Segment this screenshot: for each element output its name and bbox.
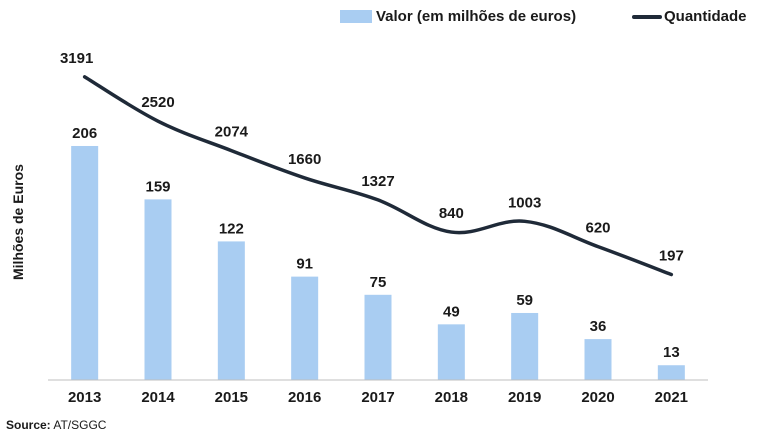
source-label: Source: [6, 418, 51, 432]
bars-layer [71, 145, 685, 380]
quantidade-line [82, 75, 674, 277]
bar-label-2019: 59 [516, 292, 533, 309]
line-label-2018: 840 [439, 205, 464, 222]
x-tick-2013: 2013 [68, 389, 101, 406]
bar-2013 [71, 145, 99, 380]
legend-label-quantidade: Quantidade [664, 8, 747, 25]
x-tick-2019: 2019 [508, 389, 541, 406]
bar-2015 [217, 241, 245, 380]
bar-label-2013: 206 [72, 125, 97, 142]
bar-2021 [657, 365, 685, 380]
x-tick-2014: 2014 [141, 389, 175, 406]
source-text: AT/SGGC [53, 418, 107, 432]
line-label-2015: 2074 [215, 124, 249, 141]
legend-item-valor: Valor (em milhões de euros) [340, 8, 576, 25]
x-tick-2017: 2017 [361, 389, 394, 406]
legend-swatch-valor [340, 10, 372, 23]
legend-label-valor: Valor (em milhões de euros) [376, 8, 577, 25]
y-axis-label-wrap: Milhões de Euros [10, 164, 26, 280]
y-axis-label: Milhões de Euros [10, 164, 26, 280]
bar-2018 [437, 324, 465, 380]
line-label-2014: 2520 [141, 94, 174, 111]
x-tick-2015: 2015 [215, 389, 248, 406]
bar-2014 [144, 199, 172, 380]
line-label-2017: 1327 [361, 173, 394, 190]
line-label-2021: 197 [659, 248, 684, 265]
bar-label-2014: 159 [145, 178, 170, 195]
bar-label-2021: 13 [663, 344, 680, 361]
bar-2019 [511, 312, 539, 380]
bar-label-2017: 75 [370, 274, 387, 291]
x-tick-2016: 2016 [288, 389, 321, 406]
line-label-2019: 1003 [508, 194, 541, 211]
bar-label-2015: 122 [219, 220, 244, 237]
x-tick-2020: 2020 [581, 389, 614, 406]
legend-item-quantidade: Quantidade [632, 8, 747, 25]
bar-2020 [584, 339, 612, 380]
bar-2017 [364, 294, 392, 380]
bar-2016 [291, 276, 319, 380]
labels-layer: 206 2013 159 2014 122 2015 91 2016 75 2017 49 2018 5… [60, 50, 688, 406]
legend-swatch-quantidade [632, 14, 662, 19]
line-label-2020: 620 [585, 220, 610, 237]
x-tick-2021: 2021 [655, 389, 688, 406]
line-label-2013: 3191 [60, 50, 93, 67]
x-tick-2018: 2018 [435, 389, 468, 406]
bar-label-2016: 91 [296, 256, 313, 273]
source-note: Source: AT/SGGC [6, 418, 106, 432]
line-label-2016: 1660 [288, 151, 321, 168]
bar-label-2018: 49 [443, 303, 460, 320]
bar-label-2020: 36 [590, 318, 607, 335]
